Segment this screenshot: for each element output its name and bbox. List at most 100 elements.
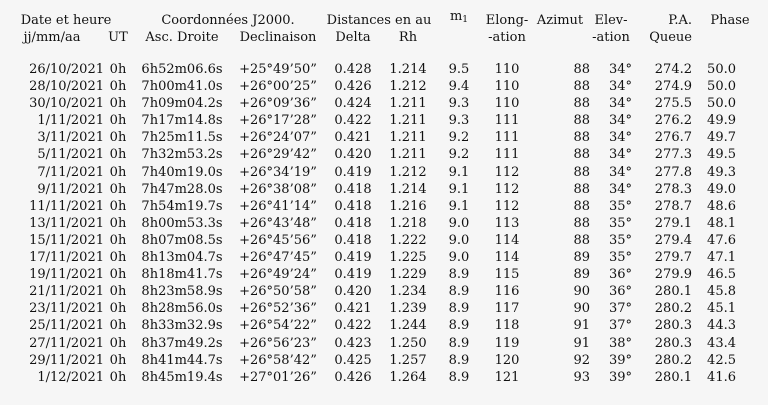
cell-azimuth: 91: [573, 318, 590, 334]
cell-pad: [736, 249, 768, 266]
cell-elongation: 119: [494, 335, 520, 351]
cell-elevation: 35°: [608, 198, 632, 214]
table-row: 25/11/2021 0h 8h33m32.9s +26°54’22” 0.422 1.2…: [0, 317, 768, 334]
cell-pad: [736, 198, 768, 215]
cell-magnitude: 8.9: [448, 335, 470, 351]
cell-elongation: 110: [494, 62, 520, 77]
cell-declination: +27°01’26”: [239, 369, 317, 385]
cell-date: 27/11/2021: [29, 335, 104, 351]
table-row: 11/11/2021 0h 7h54m19.7s +26°41’14” 0.418 1.2…: [0, 198, 768, 215]
spacer-cell: [0, 47, 768, 61]
cell-phase: 49.3: [707, 164, 736, 180]
table-row: 7/11/2021 0h 7h40m19.0s +26°34’19” 0.419 1.21…: [0, 164, 768, 181]
table-row: 28/10/2021 0h 7h00m41.0s +26°00’25” 0.426 1.2…: [0, 78, 768, 95]
header-date-format: jj/mm/aa: [23, 30, 81, 45]
cell-right-ascension: 7h32m53.2s: [141, 147, 223, 163]
cell-declination: +26°50’58”: [239, 284, 317, 300]
cell-declination: +26°45’56”: [239, 232, 317, 248]
cell-elongation: 112: [494, 181, 520, 197]
cell-right-ascension: 8h00m53.3s: [141, 215, 223, 231]
cell-elongation: 117: [494, 301, 520, 317]
cell-azimuth: 88: [573, 198, 590, 214]
table-row: 5/11/2021 0h 7h32m53.2s +26°29’42” 0.420 1.21…: [0, 146, 768, 163]
cell-pad: [736, 78, 768, 95]
cell-magnitude: 9.1: [448, 164, 470, 180]
cell-date: 21/11/2021: [29, 284, 104, 300]
cell-date: 13/11/2021: [29, 215, 104, 231]
cell-date: 30/10/2021: [29, 96, 104, 112]
header-delta: Delta: [335, 30, 371, 45]
cell-pad: [736, 266, 768, 283]
cell-declination: +26°00’25”: [239, 79, 317, 95]
cell-elongation: 110: [494, 96, 520, 112]
cell-ut: 0h: [109, 267, 127, 283]
cell-rh: 1.250: [389, 335, 427, 351]
header-pa-top: P.A.: [668, 13, 692, 28]
cell-pa: 279.4: [654, 232, 692, 248]
cell-rh: 1.216: [389, 198, 427, 214]
cell-azimuth: 88: [573, 164, 590, 180]
header-distances: Distances en au: [326, 13, 432, 28]
cell-rh: 1.218: [389, 215, 427, 231]
cell-date: 1/11/2021: [37, 113, 104, 129]
cell-phase: 47.1: [707, 250, 736, 266]
cell-elongation: 111: [494, 130, 520, 146]
cell-azimuth: 91: [573, 335, 590, 351]
cell-date: 7/11/2021: [37, 164, 104, 180]
cell-magnitude: 8.9: [448, 318, 470, 334]
cell-azimuth: 88: [573, 147, 590, 163]
cell-elevation: 34°: [608, 181, 632, 197]
cell-rh: 1.211: [389, 130, 427, 146]
cell-pad: [736, 317, 768, 334]
cell-rh: 1.264: [389, 369, 427, 385]
cell-azimuth: 88: [573, 232, 590, 248]
cell-rh: 1.222: [389, 232, 427, 248]
cell-magnitude: 9.3: [448, 96, 470, 112]
cell-azimuth: 88: [573, 181, 590, 197]
cell-magnitude: 9.0: [448, 232, 470, 248]
cell-azimuth: 93: [573, 369, 590, 385]
cell-pa: 280.1: [654, 284, 692, 300]
cell-elevation: 34°: [608, 62, 632, 77]
cell-declination: +26°54’22”: [239, 318, 317, 334]
header-phase: Phase: [710, 13, 750, 28]
header-date-time: Date et heure: [20, 13, 112, 28]
cell-elevation: 34°: [608, 164, 632, 180]
cell-pa: 279.1: [654, 215, 692, 231]
cell-pad: [736, 232, 768, 249]
cell-rh: 1.212: [389, 164, 427, 180]
table-row: 29/11/2021 0h 8h41m44.7s +26°58’42” 0.425 1.2…: [0, 352, 768, 369]
cell-pad: [736, 61, 768, 78]
table-row: 1/11/2021 0h 7h17m14.8s +26°17’28” 0.422 1.21…: [0, 112, 768, 129]
cell-phase: 43.4: [707, 335, 736, 351]
cell-elevation: 34°: [608, 113, 632, 129]
cell-date: 25/11/2021: [29, 318, 104, 334]
cell-pa: 274.2: [654, 62, 692, 77]
cell-ut: 0h: [109, 130, 127, 146]
cell-elevation: 36°: [608, 267, 632, 283]
cell-rh: 1.234: [389, 284, 427, 300]
cell-rh: 1.214: [389, 62, 427, 77]
cell-rh: 1.229: [389, 267, 427, 283]
cell-elevation: 36°: [608, 284, 632, 300]
cell-declination: +26°49’24”: [239, 267, 317, 283]
cell-delta: 0.418: [334, 181, 372, 197]
table-header: Date et heure Coordonnées J2000. Distanc…: [0, 8, 768, 47]
cell-rh: 1.239: [389, 301, 427, 317]
cell-right-ascension: 8h07m08.5s: [141, 232, 223, 248]
cell-elevation: 34°: [608, 79, 632, 95]
cell-pa: 274.9: [654, 79, 692, 95]
cell-right-ascension: 6h52m06.6s: [141, 62, 223, 77]
cell-azimuth: 89: [573, 267, 590, 283]
cell-magnitude: 9.4: [448, 79, 470, 95]
cell-pa: 279.9: [654, 267, 692, 283]
cell-phase: 44.3: [707, 318, 736, 334]
cell-declination: +26°47’45”: [239, 250, 317, 266]
cell-declination: +26°17’28”: [239, 113, 317, 129]
cell-delta: 0.421: [334, 301, 372, 317]
cell-phase: 45.8: [707, 284, 736, 300]
cell-magnitude: 8.9: [448, 284, 470, 300]
cell-rh: 1.214: [389, 181, 427, 197]
cell-right-ascension: 7h47m28.0s: [141, 181, 223, 197]
cell-azimuth: 92: [573, 352, 590, 368]
